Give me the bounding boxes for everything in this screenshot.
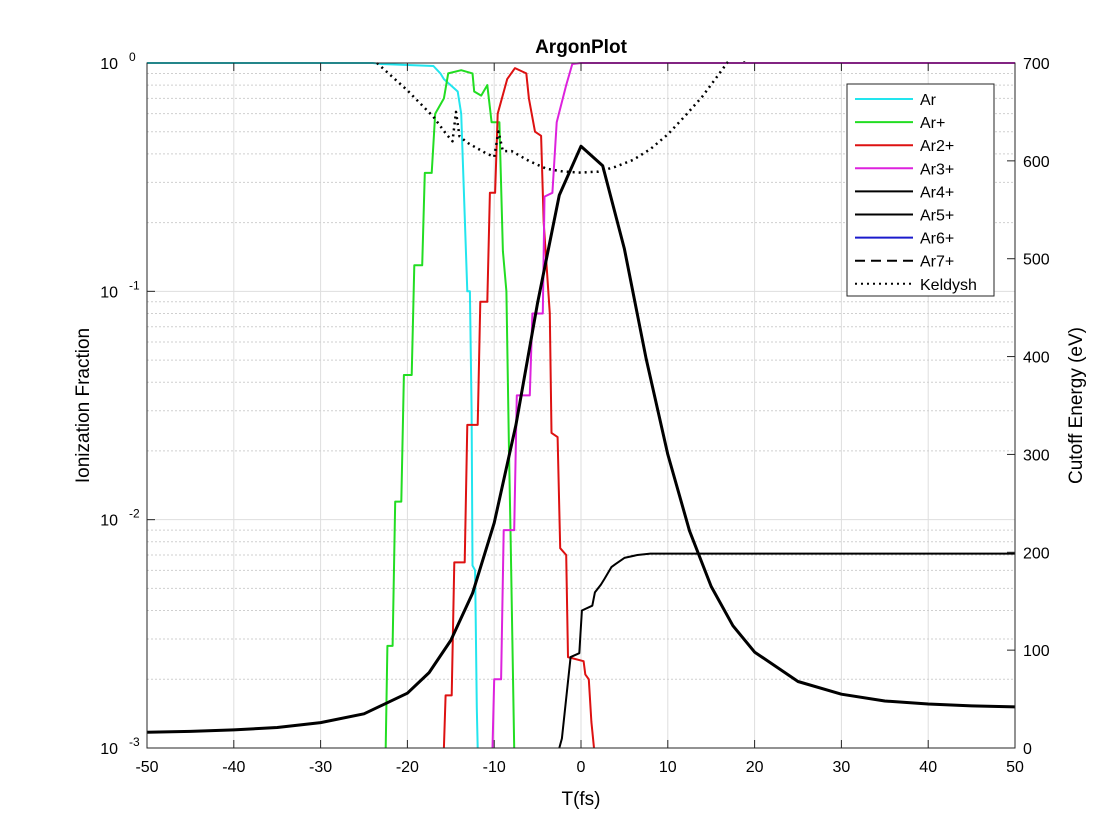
series-line-ar	[147, 62, 479, 749]
legend-label: Ar4+	[920, 184, 954, 201]
y2-tick-label: 300	[1023, 447, 1050, 464]
legend-label: Ar6+	[920, 231, 954, 248]
legend-label: Ar2+	[920, 138, 954, 155]
y-tick-exponent: -3	[129, 735, 140, 749]
x-tick-label: -20	[396, 759, 419, 776]
y2-axis-label: Cutoff Energy (eV)	[1066, 327, 1087, 484]
x-tick-label: 50	[1006, 759, 1024, 776]
legend-label: Keldysh	[920, 277, 977, 294]
series-line-ar-plus	[384, 69, 516, 749]
y2-tick-label: 200	[1023, 545, 1050, 562]
x-tick-label: -40	[222, 759, 245, 776]
y-axis-label: Ionization Fraction	[73, 328, 94, 483]
y2-tick-label: 0	[1023, 741, 1032, 758]
x-tick-label: 20	[746, 759, 764, 776]
y-tick-label: 10	[100, 741, 118, 758]
legend-label: Ar	[920, 92, 937, 109]
y2-tick-label: 700	[1023, 56, 1050, 73]
x-tick-label: -50	[135, 759, 158, 776]
x-tick-label: 0	[577, 759, 586, 776]
x-axis-label: T(fs)	[561, 789, 600, 810]
y2-tick-label: 500	[1023, 252, 1050, 269]
y-tick-exponent: -2	[129, 507, 140, 521]
legend-label: Ar7+	[920, 254, 954, 271]
y-tick-exponent: -1	[129, 278, 140, 292]
axis-ticks: -50 -40 -30 -20 -10 0 10 20 30 40 50 10 -3 10 -2 10 -1 10…	[100, 50, 1050, 776]
x-tick-label: 30	[833, 759, 851, 776]
y-tick-exponent: 0	[129, 50, 136, 64]
y-tick-label: 10	[100, 56, 118, 73]
legend-label: Ar+	[920, 115, 945, 132]
x-tick-label: -30	[309, 759, 332, 776]
chart-title: ArgonPlot	[535, 37, 627, 58]
x-tick-label: -10	[483, 759, 506, 776]
series-line-ar4-plus	[558, 552, 1015, 749]
legend: Ar Ar+ Ar2+ Ar3+ Ar4+ Ar5+ Ar6+ Ar7+ Keldysh	[846, 83, 995, 297]
y-tick-label: 10	[100, 284, 118, 301]
series-line-ar5-plus	[147, 144, 1015, 734]
y2-tick-label: 100	[1023, 643, 1050, 660]
legend-label: Ar5+	[920, 208, 954, 225]
y2-tick-label: 400	[1023, 350, 1050, 367]
y2-tick-label: 600	[1023, 154, 1050, 171]
x-tick-label: 10	[659, 759, 677, 776]
y-tick-label: 10	[100, 513, 118, 530]
series-line-ar3-plus	[491, 62, 1015, 749]
x-tick-label: 40	[919, 759, 937, 776]
legend-label: Ar3+	[920, 161, 954, 178]
